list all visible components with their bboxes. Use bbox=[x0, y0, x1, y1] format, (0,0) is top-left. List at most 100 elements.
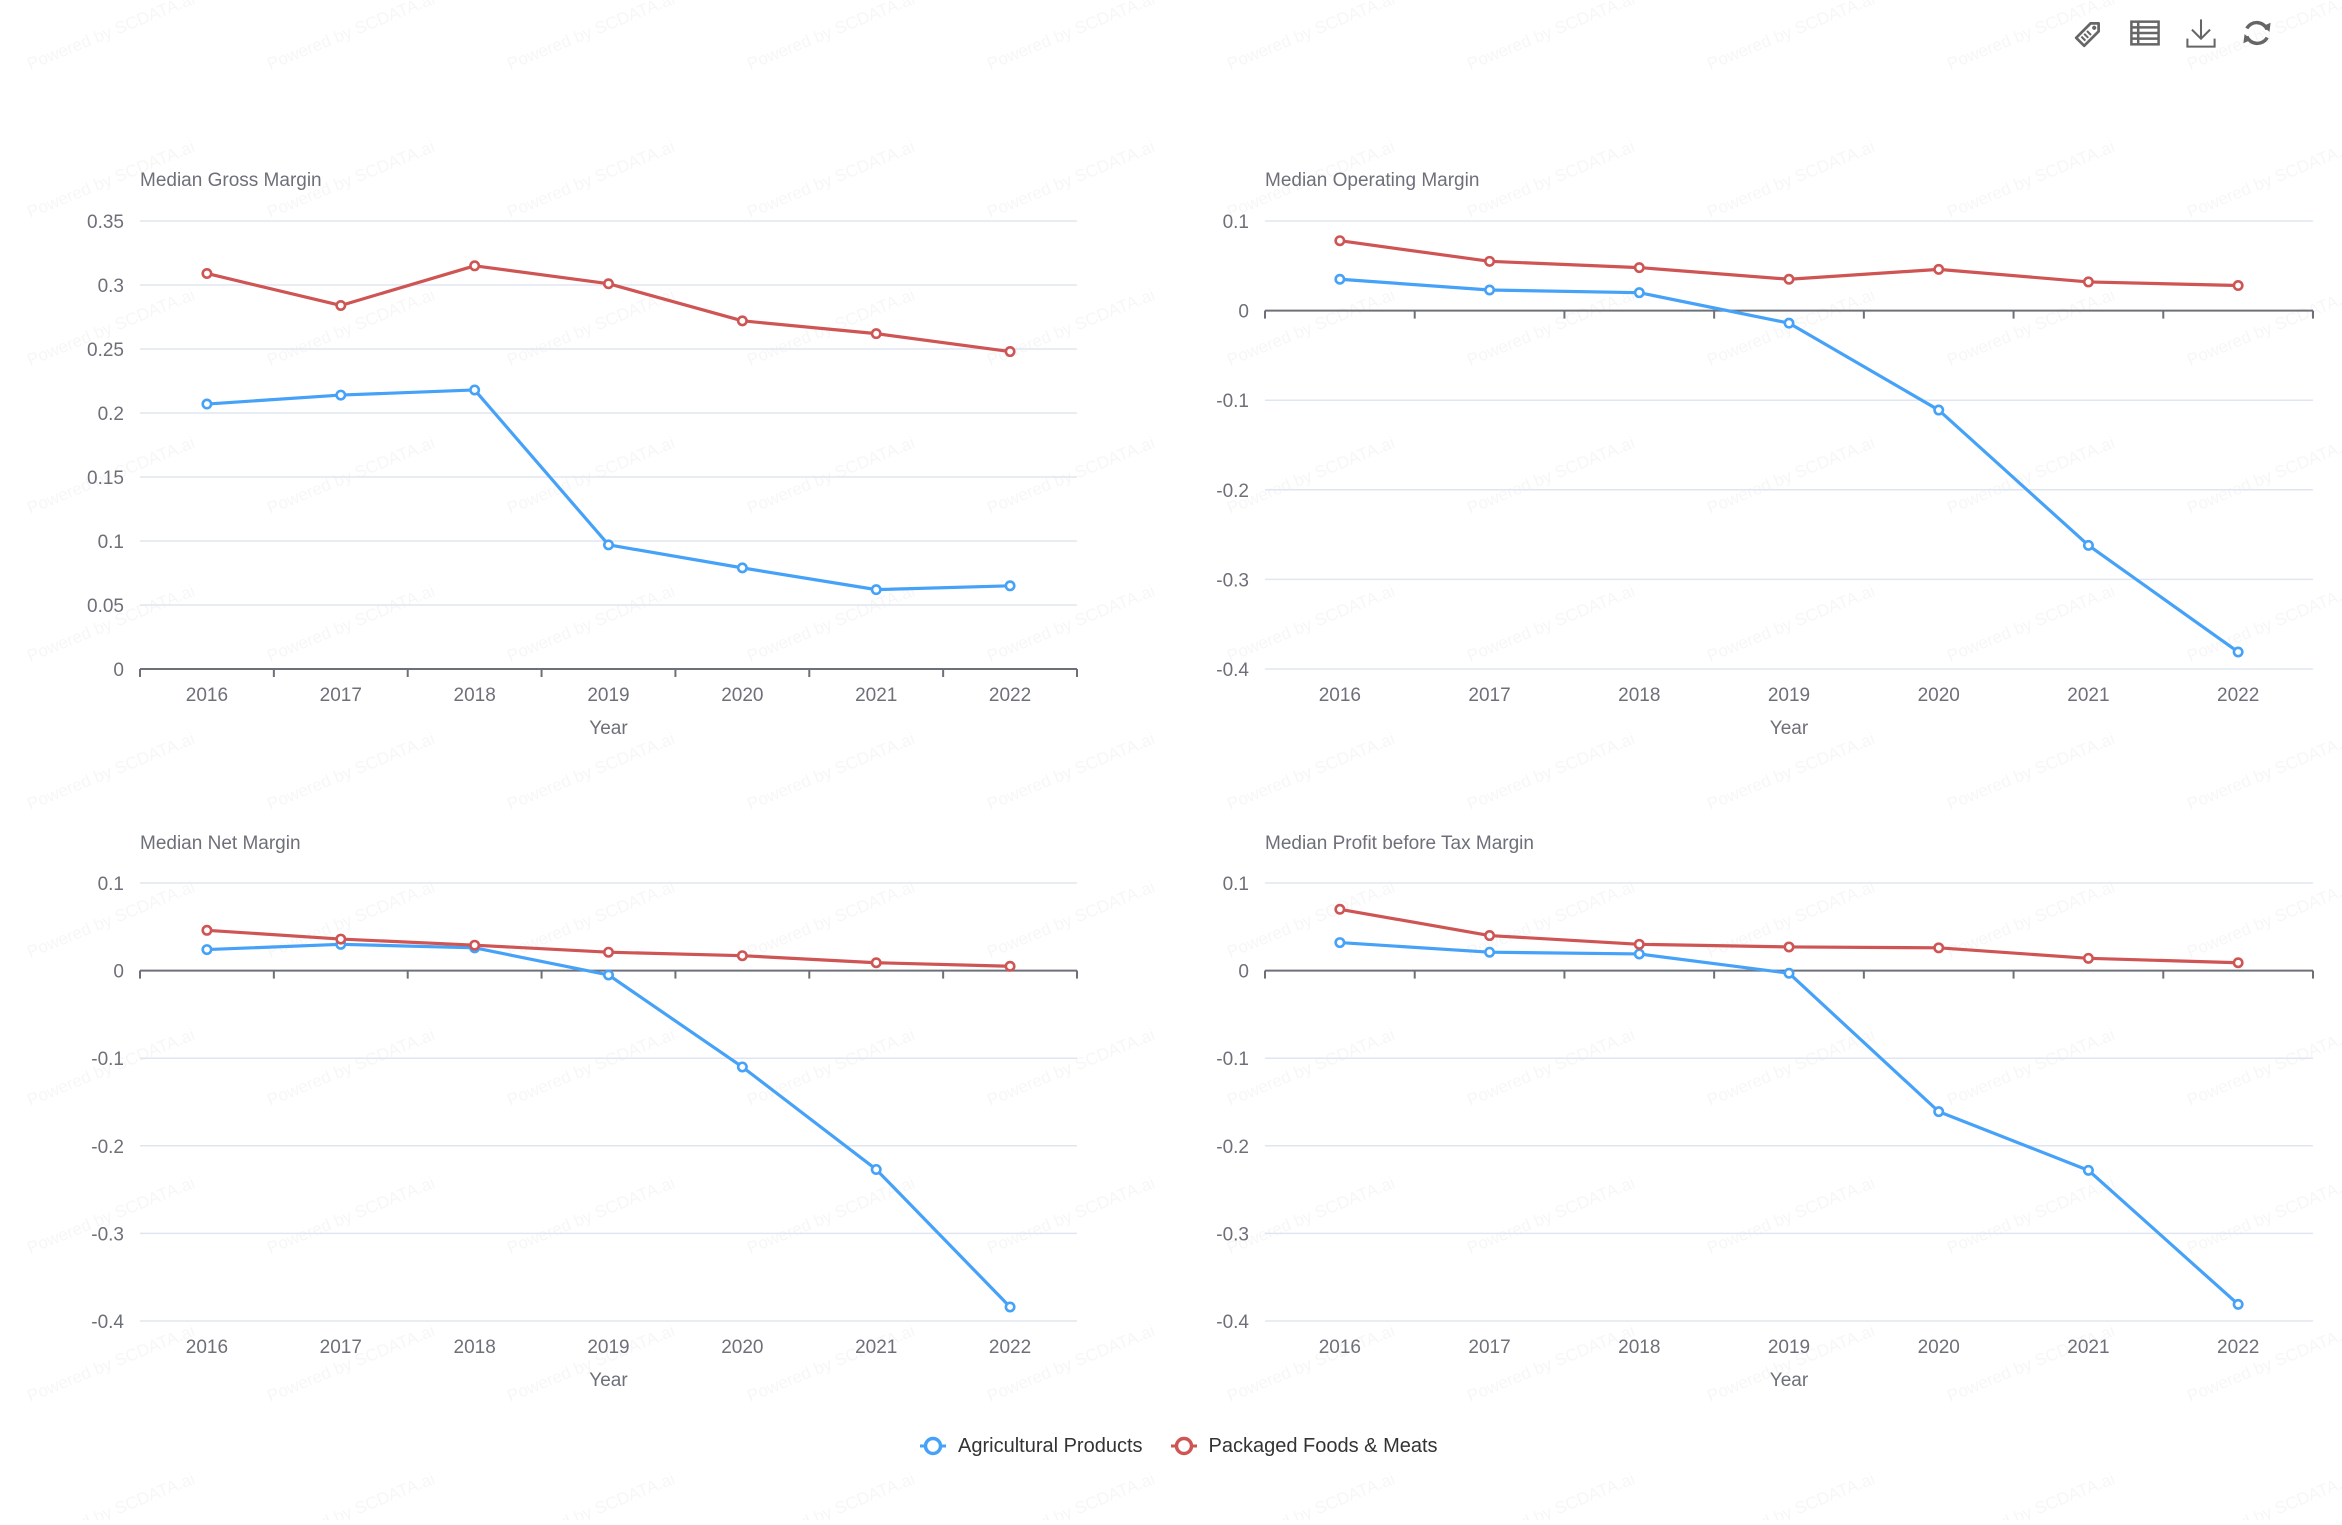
data-point[interactable] bbox=[2082, 952, 2094, 964]
data-point[interactable] bbox=[1004, 960, 1016, 972]
data-point[interactable] bbox=[870, 1163, 882, 1175]
y-tick-label: -0.1 bbox=[91, 1049, 124, 1070]
legend-label: Agricultural Products bbox=[958, 1434, 1143, 1457]
data-point[interactable] bbox=[201, 924, 213, 936]
x-tick-label: 2017 bbox=[320, 685, 362, 706]
x-tick-label: 2018 bbox=[1618, 685, 1660, 706]
x-tick-label: 2021 bbox=[2067, 1337, 2109, 1358]
data-view-button[interactable] bbox=[2128, 16, 2162, 50]
data-point[interactable] bbox=[469, 939, 481, 951]
data-point[interactable] bbox=[602, 278, 614, 290]
data-point[interactable] bbox=[1933, 404, 1945, 416]
watermark-text: Powered by SCDATA.ai bbox=[1944, 1025, 2117, 1110]
data-point[interactable] bbox=[1004, 1301, 1016, 1313]
watermark-text: Powered by SCDATA.ai bbox=[984, 1025, 1157, 1110]
data-point[interactable] bbox=[1933, 942, 1945, 954]
y-tick-label: 0.1 bbox=[1223, 212, 1249, 233]
watermark-text: Powered by SCDATA.ai bbox=[744, 0, 917, 74]
data-point[interactable] bbox=[201, 944, 213, 956]
data-point[interactable] bbox=[335, 933, 347, 945]
watermark-text: Powered by SCDATA.ai bbox=[744, 1469, 917, 1520]
watermark-text: Powered by SCDATA.ai bbox=[1224, 877, 1397, 962]
data-point[interactable] bbox=[1633, 287, 1645, 299]
data-point[interactable] bbox=[736, 315, 748, 327]
watermark-text: Powered by SCDATA.ai bbox=[504, 1173, 677, 1258]
watermark-text: Powered by SCDATA.ai bbox=[1224, 1469, 1397, 1520]
data-point[interactable] bbox=[2082, 276, 2094, 288]
data-point[interactable] bbox=[870, 328, 882, 340]
watermark-text: Powered by SCDATA.ai bbox=[264, 285, 437, 370]
data-point[interactable] bbox=[1004, 346, 1016, 358]
data-point[interactable] bbox=[736, 1061, 748, 1073]
watermark-text: Powered by SCDATA.ai bbox=[744, 1025, 917, 1110]
data-point[interactable] bbox=[1933, 263, 1945, 275]
data-point[interactable] bbox=[201, 267, 213, 279]
chart-panels: Median Gross Margin 0 0.05 0.1 0.15 0.2 0.25 0.… bbox=[87, 170, 2314, 1391]
data-point[interactable] bbox=[736, 950, 748, 962]
y-tick-label: 0 bbox=[1238, 962, 1249, 983]
chart-panel-3: Median Net Margin -0.4 -0.3 -0.2 -0.1 0 0.1 201… bbox=[91, 833, 1078, 1391]
mark-tool-button[interactable] bbox=[2072, 16, 2106, 50]
data-point[interactable] bbox=[469, 260, 481, 272]
data-point[interactable] bbox=[335, 389, 347, 401]
data-point[interactable] bbox=[1933, 1106, 1945, 1118]
watermark-text: Powered by SCDATA.ai bbox=[1464, 137, 1637, 222]
x-tick-label: 2018 bbox=[1618, 1337, 1660, 1358]
data-point[interactable] bbox=[1633, 948, 1645, 960]
watermark-text: Powered by SCDATA.ai bbox=[1704, 433, 1877, 518]
watermark-text: Powered by SCDATA.ai bbox=[264, 1321, 437, 1406]
watermark-text: Powered by SCDATA.ai bbox=[1464, 1469, 1637, 1520]
data-point[interactable] bbox=[1633, 938, 1645, 950]
chart-panel-4: Median Profit before Tax Margin -0.4 -0.3 -… bbox=[1216, 833, 2314, 1391]
data-point[interactable] bbox=[1783, 967, 1795, 979]
data-point[interactable] bbox=[1484, 284, 1496, 296]
legend-item-packaged-foods-meats[interactable]: Packaged Foods & Meats bbox=[1169, 1433, 1438, 1459]
watermark-text: Powered by SCDATA.ai bbox=[1944, 1173, 2117, 1258]
y-tick-label: 0.2 bbox=[98, 404, 124, 425]
data-point[interactable] bbox=[469, 384, 481, 396]
refresh-icon bbox=[2243, 20, 2271, 46]
data-point[interactable] bbox=[736, 562, 748, 574]
data-point[interactable] bbox=[1783, 941, 1795, 953]
data-point[interactable] bbox=[2232, 646, 2244, 658]
watermark-text: Powered by SCDATA.ai bbox=[1224, 1321, 1397, 1406]
data-point[interactable] bbox=[870, 957, 882, 969]
data-point[interactable] bbox=[1334, 903, 1346, 915]
data-point[interactable] bbox=[1484, 255, 1496, 267]
watermark-text: Powered by SCDATA.ai bbox=[1944, 137, 2117, 222]
data-point[interactable] bbox=[2232, 957, 2244, 969]
data-point[interactable] bbox=[2082, 539, 2094, 551]
data-point[interactable] bbox=[602, 539, 614, 551]
data-point[interactable] bbox=[201, 398, 213, 410]
data-point[interactable] bbox=[602, 946, 614, 958]
data-point[interactable] bbox=[1783, 273, 1795, 285]
restore-button[interactable] bbox=[2240, 16, 2274, 50]
watermark-text: Powered by SCDATA.ai bbox=[1704, 1025, 1877, 1110]
data-point[interactable] bbox=[1004, 580, 1016, 592]
data-point[interactable] bbox=[1334, 273, 1346, 285]
data-point[interactable] bbox=[602, 969, 614, 981]
watermark-text: Powered by SCDATA.ai bbox=[2184, 877, 2342, 962]
x-tick-label: 2016 bbox=[1319, 685, 1361, 706]
data-point[interactable] bbox=[2232, 280, 2244, 292]
watermark-text: Powered by SCDATA.ai bbox=[1944, 285, 2117, 370]
x-tick-label: 2016 bbox=[1319, 1337, 1361, 1358]
data-point[interactable] bbox=[335, 299, 347, 311]
toolbox bbox=[2072, 16, 2274, 50]
save-image-button[interactable] bbox=[2184, 16, 2218, 50]
data-point[interactable] bbox=[2082, 1164, 2094, 1176]
data-point[interactable] bbox=[1334, 235, 1346, 247]
data-point[interactable] bbox=[1484, 946, 1496, 958]
data-point[interactable] bbox=[1633, 262, 1645, 274]
watermark-text: Powered by SCDATA.ai bbox=[1224, 1173, 1397, 1258]
watermark-text: Powered by SCDATA.ai bbox=[984, 137, 1157, 222]
data-point[interactable] bbox=[1783, 317, 1795, 329]
data-point[interactable] bbox=[1334, 937, 1346, 949]
legend: Agricultural Products Packaged Foods & M… bbox=[918, 1433, 1438, 1459]
data-point[interactable] bbox=[870, 584, 882, 596]
data-point[interactable] bbox=[2232, 1298, 2244, 1310]
data-point[interactable] bbox=[1484, 930, 1496, 942]
legend-item-agricultural-products[interactable]: Agricultural Products bbox=[918, 1433, 1143, 1459]
x-tick-label: 2022 bbox=[989, 685, 1031, 706]
